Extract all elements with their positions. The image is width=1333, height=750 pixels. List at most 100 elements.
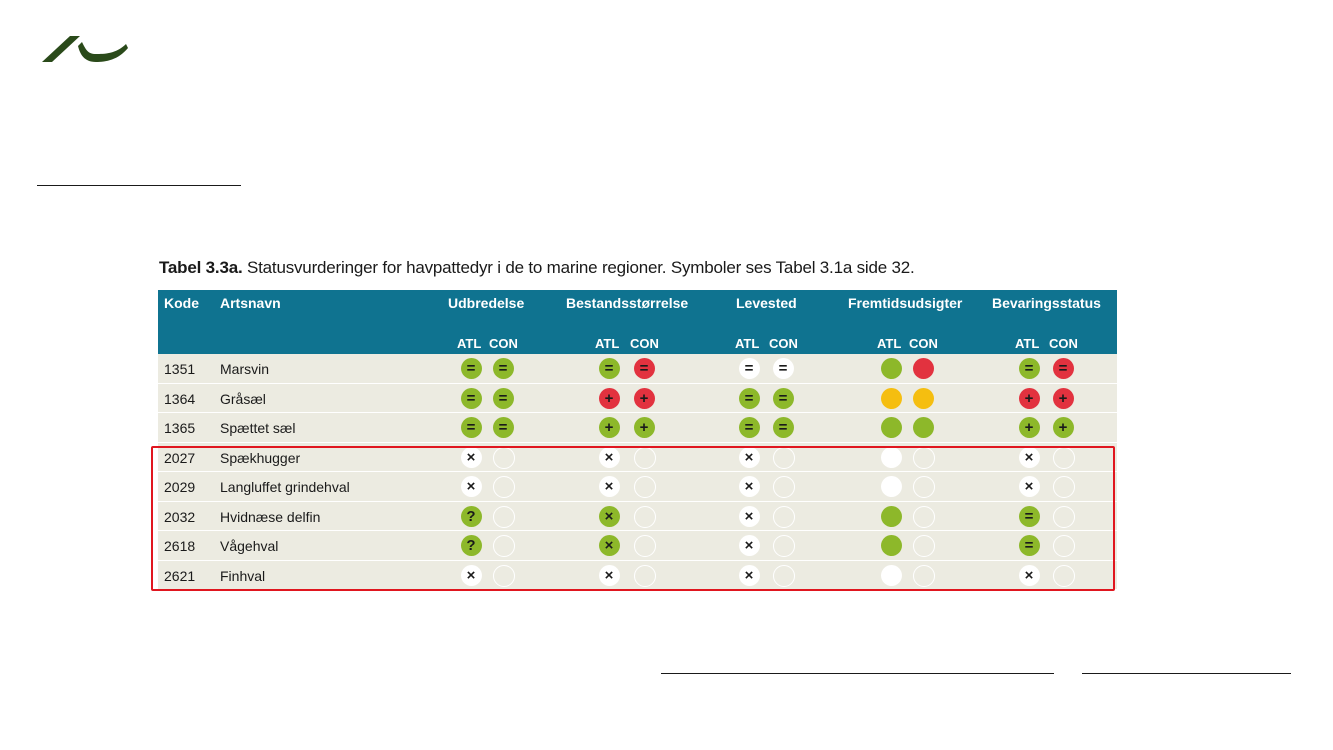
status-symbol-bestand-con: = <box>633 358 655 379</box>
row-artsnavn: Gråsæl <box>220 390 266 407</box>
subheader-udbredelse-atl: ATL <box>457 336 482 351</box>
row-artsnavn: Spættet sæl <box>220 420 296 436</box>
status-symbol-bestand-atl: × <box>598 505 620 527</box>
status-symbol-bestand-atl: × <box>598 476 620 497</box>
status-symbol-bestand-atl: + <box>598 417 620 438</box>
status-symbol-bevaring-atl: = <box>1018 505 1040 527</box>
status-symbol-bestand-con: + <box>633 387 655 409</box>
status-symbol-udbredelse-atl: = <box>460 358 482 379</box>
caption-text: Statusvurderinger for havpattedyr i de t… <box>247 258 915 277</box>
status-symbol-fremtid-con <box>912 535 935 557</box>
header-fremtid: Fremtidsudsigter <box>848 295 963 311</box>
status-symbol-bevaring-con <box>1052 564 1075 587</box>
status-symbol-levested-con <box>772 535 795 557</box>
status-symbol-bevaring-atl: = <box>1018 358 1040 379</box>
status-symbol-levested-con <box>772 564 795 587</box>
status-symbol-udbredelse-atl: × <box>460 476 482 497</box>
status-symbol-bestand-con <box>633 476 656 498</box>
status-symbol-fremtid-atl <box>880 564 902 586</box>
header-udbredelse: Udbredelse <box>448 295 525 311</box>
subheader-levested-con: CON <box>769 336 798 351</box>
status-symbol-fremtid-con <box>912 505 935 528</box>
header-kode: Kode <box>164 295 199 311</box>
table-row: 2618 Vågehval? × × = <box>158 531 1117 561</box>
status-symbol-bevaring-con: + <box>1052 417 1074 438</box>
table-row: 1365 Spættet sæl = = + + = = + + <box>158 413 1117 443</box>
row-artsnavn: Finhval <box>220 567 266 584</box>
status-symbol-bevaring-con: = <box>1052 358 1074 379</box>
footer-link-underline-2 <box>1082 673 1291 674</box>
status-symbol-udbredelse-atl: = <box>460 417 482 438</box>
status-symbol-udbredelse-con <box>492 505 515 528</box>
subheader-bevaring-atl: ATL <box>1015 336 1040 351</box>
status-symbol-levested-atl: × <box>738 476 760 497</box>
caption-label: Tabel 3.3a. <box>159 258 243 277</box>
status-symbol-bestand-atl: × <box>598 446 620 468</box>
status-symbol-levested-con <box>772 505 795 528</box>
status-symbol-levested-con: = <box>772 387 794 409</box>
status-symbol-udbredelse-atl: = <box>460 387 482 409</box>
subheader-fremtid-con: CON <box>909 336 938 351</box>
status-symbol-fremtid-atl <box>880 535 902 556</box>
status-symbol-bestand-con: + <box>633 417 655 438</box>
header-bevaring: Bevaringsstatus <box>992 295 1101 311</box>
row-artsnavn: Vågehval <box>220 538 279 554</box>
status-symbol-bestand-atl: = <box>598 358 620 379</box>
row-kode: 1364 <box>164 390 196 407</box>
status-symbol-fremtid-con <box>912 476 935 498</box>
status-symbol-fremtid-atl <box>880 387 902 409</box>
status-symbol-levested-atl: × <box>738 446 760 468</box>
table-row: 2032 Hvidnæse delfin? × × = <box>158 501 1117 531</box>
status-symbol-bevaring-atl: × <box>1018 476 1040 497</box>
status-symbol-udbredelse-con <box>492 535 515 557</box>
status-symbol-bevaring-atl: = <box>1018 535 1040 556</box>
status-symbol-fremtid-atl <box>880 417 902 438</box>
status-symbol-udbredelse-con <box>492 476 515 498</box>
row-kode: 2618 <box>164 538 196 554</box>
subheader-levested-atl: ATL <box>735 336 760 351</box>
status-symbol-levested-con: = <box>772 358 794 379</box>
status-symbol-udbredelse-con: = <box>492 358 514 379</box>
table-row: 2029 Langluffet grindehval × × × × <box>158 472 1117 502</box>
status-symbol-bevaring-con <box>1052 505 1075 528</box>
status-symbol-bevaring-atl: + <box>1018 417 1040 438</box>
subheader-bestand-con: CON <box>630 336 659 351</box>
status-symbol-bestand-atl: × <box>598 535 620 556</box>
status-symbol-bevaring-con <box>1052 535 1075 557</box>
row-kode: 2027 <box>164 449 196 466</box>
header-underline <box>37 185 241 186</box>
status-symbol-levested-atl: × <box>738 535 760 556</box>
status-symbol-fremtid-atl <box>880 505 902 527</box>
status-symbol-levested-atl: = <box>738 387 760 409</box>
status-symbol-bestand-con <box>633 535 656 557</box>
status-symbol-levested-atl: × <box>738 564 760 586</box>
table-row: 1351 Marsvin = = = = = = = = <box>158 354 1117 384</box>
status-symbol-fremtid-atl <box>880 358 902 379</box>
status-symbol-bestand-con <box>633 505 656 528</box>
status-symbol-bevaring-atl: × <box>1018 564 1040 586</box>
status-symbol-udbredelse-atl: × <box>460 564 482 586</box>
subheader-bevaring-con: CON <box>1049 336 1078 351</box>
status-symbol-bevaring-con <box>1052 476 1075 498</box>
status-symbol-fremtid-atl <box>880 476 902 497</box>
header-levested: Levested <box>736 295 797 311</box>
university-logo <box>42 36 128 62</box>
status-symbol-udbredelse-atl: ? <box>460 535 482 556</box>
status-symbol-levested-atl: = <box>738 358 760 379</box>
table-row: 1364 Gråsæl = = + + = = + + <box>158 383 1117 413</box>
status-symbol-udbredelse-atl: ? <box>460 505 482 527</box>
row-kode: 2029 <box>164 479 196 495</box>
subheader-udbredelse-con: CON <box>489 336 518 351</box>
row-artsnavn: Spækhugger <box>220 449 301 466</box>
status-symbol-udbredelse-con: = <box>492 417 514 438</box>
subheader-bestand-atl: ATL <box>595 336 620 351</box>
status-symbol-fremtid-con <box>912 387 934 409</box>
status-symbol-bevaring-atl: × <box>1018 446 1040 468</box>
row-kode: 2621 <box>164 567 196 584</box>
footer-link-underline <box>661 673 1054 674</box>
row-kode: 2032 <box>164 508 196 525</box>
subheader-fremtid-atl: ATL <box>877 336 902 351</box>
status-symbol-fremtid-con <box>912 417 934 438</box>
table-header: Kode Artsnavn Udbredelse Bestandsstørrel… <box>158 290 1117 354</box>
status-symbol-udbredelse-con <box>492 564 515 587</box>
